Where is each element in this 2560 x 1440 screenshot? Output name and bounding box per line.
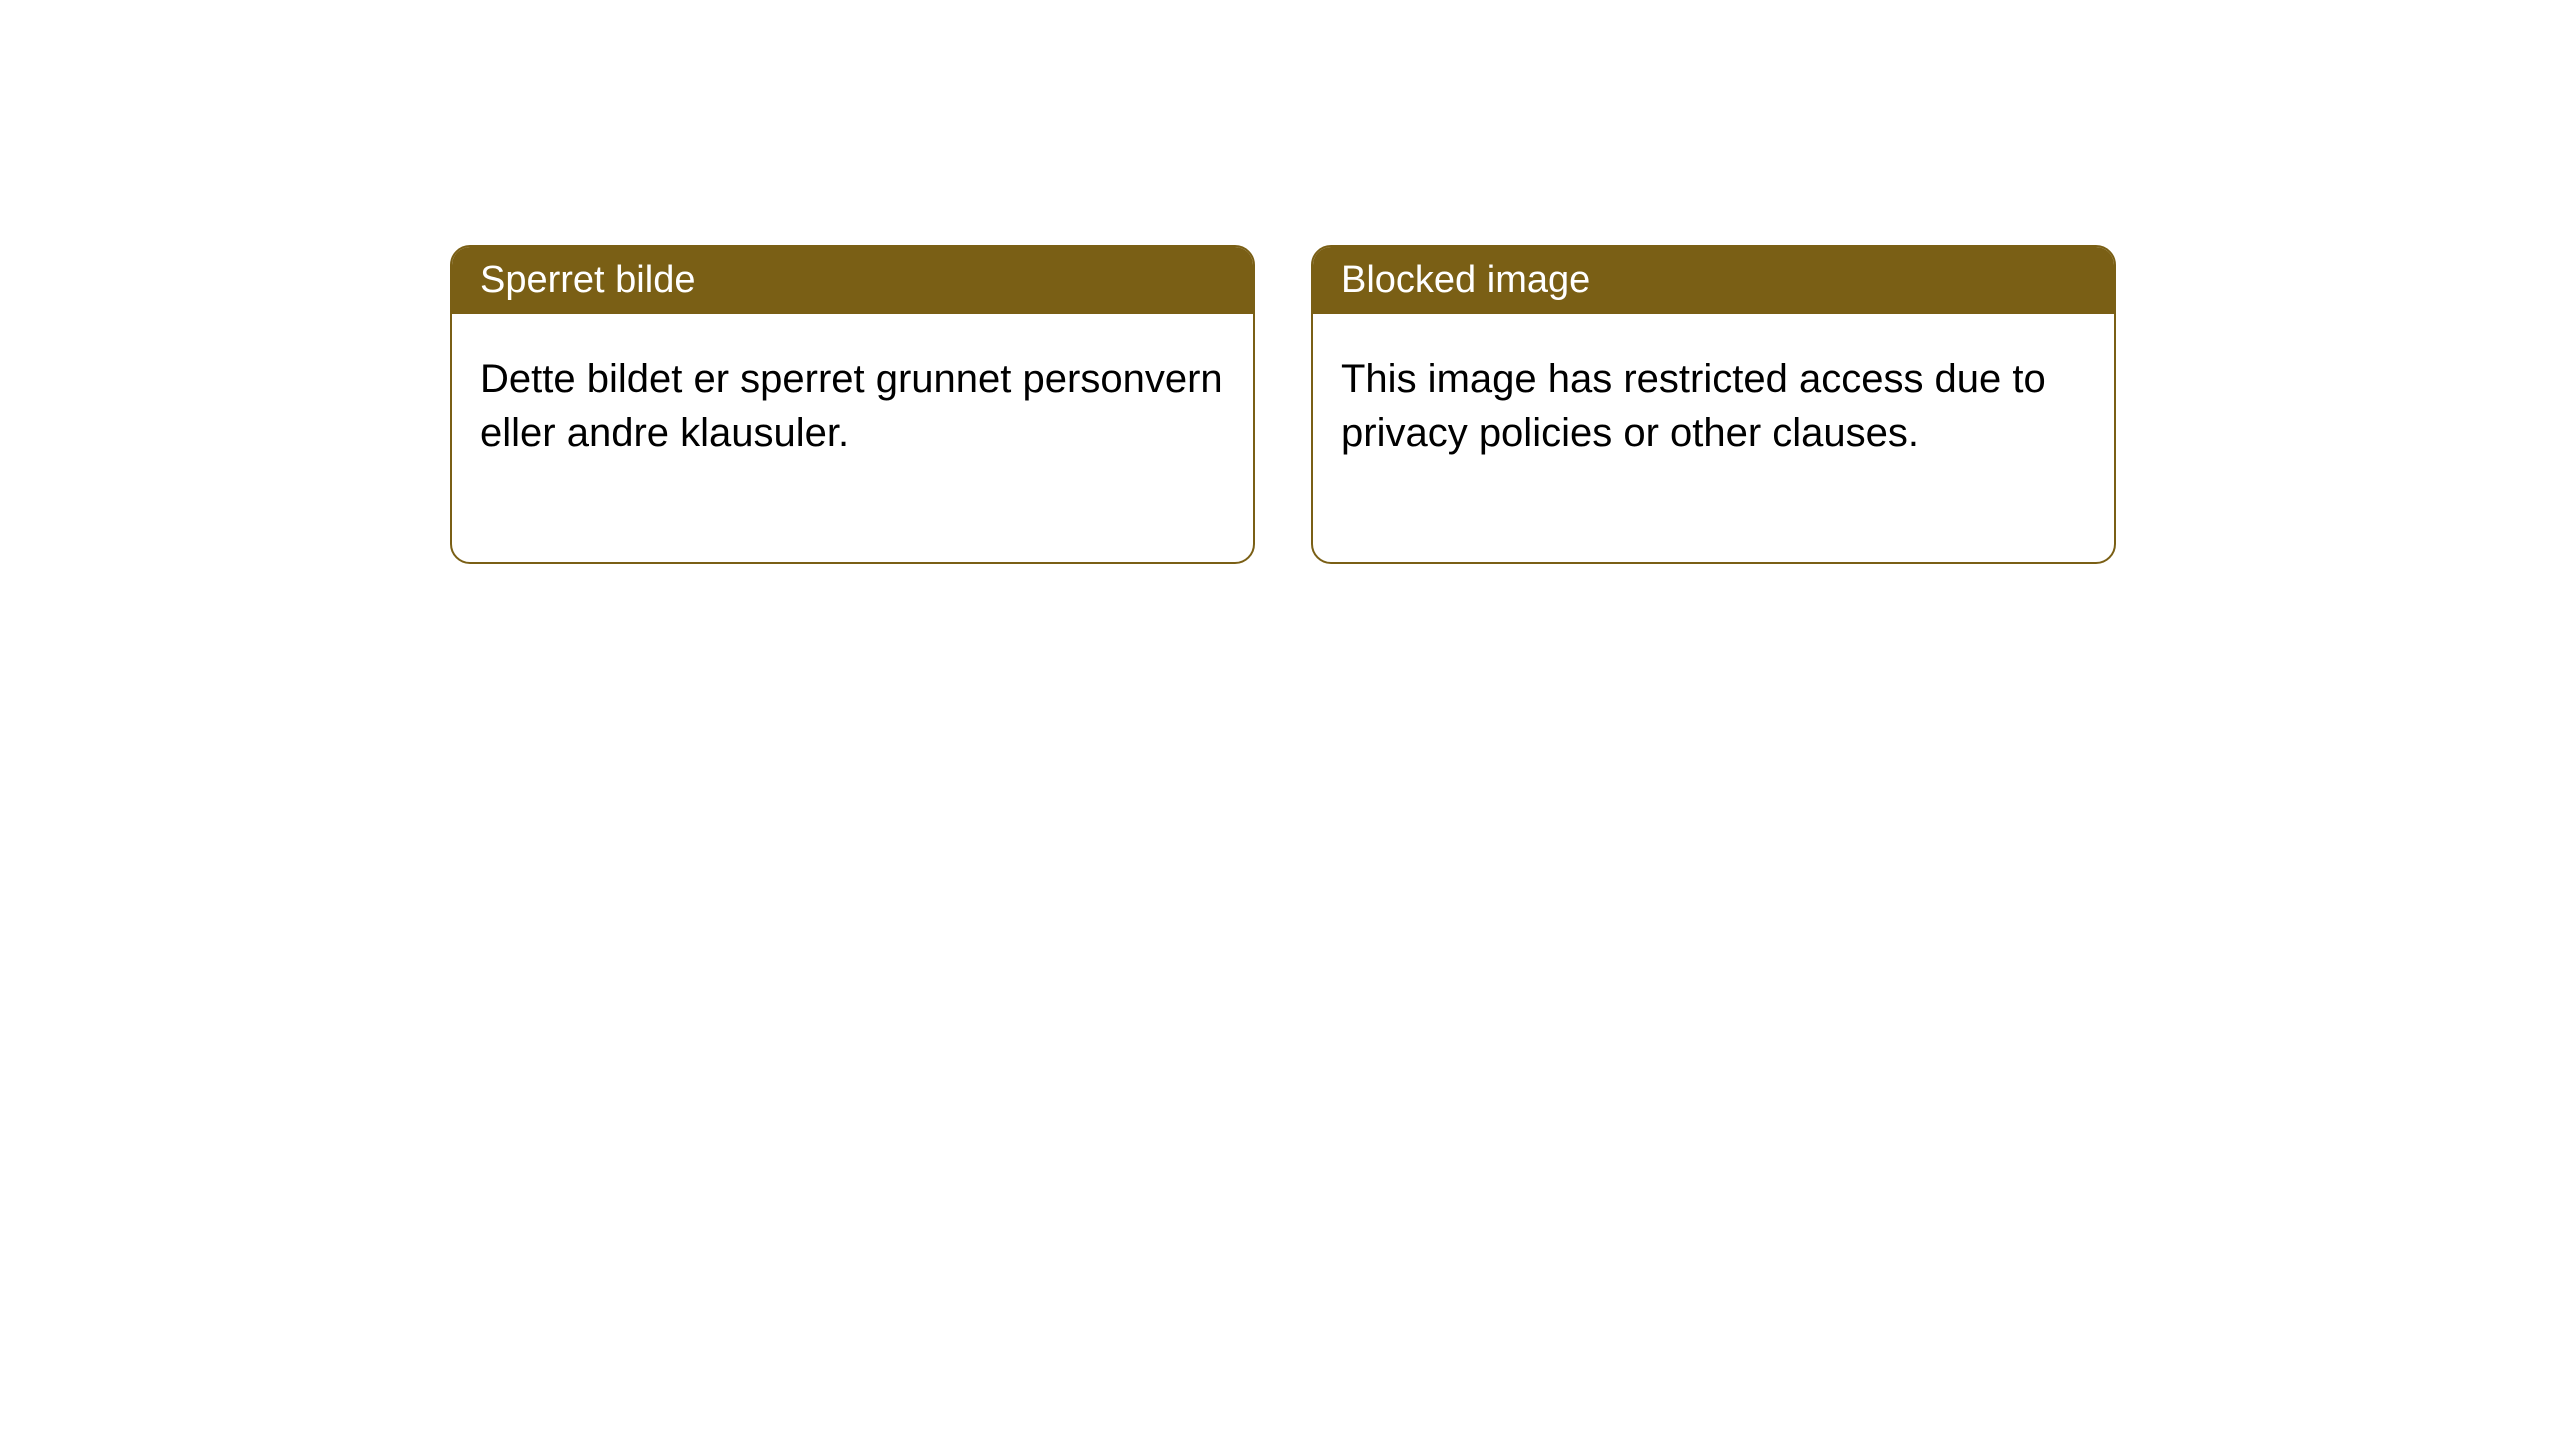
notice-card-english: Blocked image This image has restricted … <box>1311 245 2116 564</box>
card-title: Blocked image <box>1341 259 1590 301</box>
card-header: Sperret bilde <box>452 247 1253 314</box>
notice-cards-container: Sperret bilde Dette bildet er sperret gr… <box>0 0 2560 564</box>
notice-card-norwegian: Sperret bilde Dette bildet er sperret gr… <box>450 245 1255 564</box>
card-body-text: Dette bildet er sperret grunnet personve… <box>480 357 1223 455</box>
card-body: This image has restricted access due to … <box>1313 314 2114 562</box>
card-header: Blocked image <box>1313 247 2114 314</box>
card-body-text: This image has restricted access due to … <box>1341 357 2046 455</box>
card-body: Dette bildet er sperret grunnet personve… <box>452 314 1253 562</box>
card-title: Sperret bilde <box>480 259 695 301</box>
